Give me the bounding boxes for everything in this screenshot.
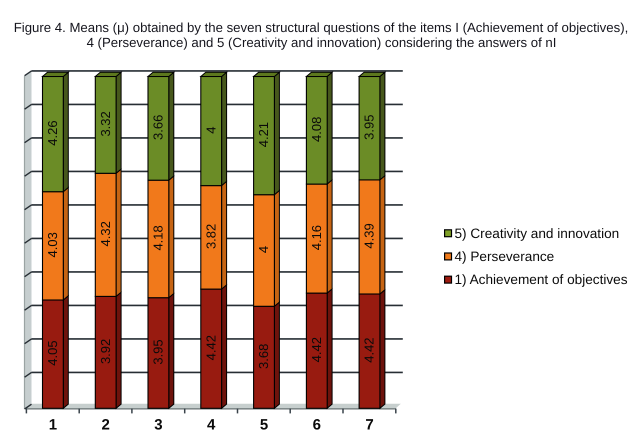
svg-text:7: 7 (365, 417, 373, 434)
svg-text:6: 6 (313, 417, 321, 434)
svg-text:4.08: 4.08 (309, 117, 324, 142)
svg-text:2: 2 (102, 417, 110, 434)
svg-text:4.42: 4.42 (203, 335, 218, 360)
svg-text:4.26: 4.26 (45, 120, 60, 145)
svg-text:4.03: 4.03 (45, 232, 60, 257)
svg-text:4 (Perseverance) and 5 (Creati: 4 (Perseverance) and 5 (Creativity and i… (87, 35, 557, 50)
svg-text:1) Achievement of objectives: 1) Achievement of objectives (455, 272, 628, 287)
svg-text:5) Creativity and innovation: 5) Creativity and innovation (455, 226, 620, 241)
svg-text:3.95: 3.95 (151, 339, 166, 364)
svg-text:3.66: 3.66 (151, 115, 166, 140)
svg-text:Figure 4. Means (μ) obtained b: Figure 4. Means (μ) obtained by the seve… (14, 20, 629, 35)
svg-text:4.05: 4.05 (45, 340, 60, 365)
svg-text:3.68: 3.68 (256, 344, 271, 369)
svg-text:3.82: 3.82 (203, 224, 218, 249)
svg-text:1: 1 (49, 417, 57, 434)
svg-text:3.95: 3.95 (362, 115, 377, 140)
svg-text:4.42: 4.42 (309, 337, 324, 362)
svg-text:3.32: 3.32 (98, 111, 113, 136)
svg-text:4.16: 4.16 (309, 225, 324, 250)
svg-text:5: 5 (260, 417, 268, 434)
svg-text:4: 4 (256, 246, 271, 253)
svg-text:3.92: 3.92 (98, 339, 113, 364)
svg-text:4: 4 (203, 126, 218, 133)
svg-text:4.32: 4.32 (98, 221, 113, 246)
svg-text:4) Perseverance: 4) Perseverance (455, 249, 555, 264)
svg-text:4.21: 4.21 (256, 122, 271, 147)
svg-text:4.18: 4.18 (151, 225, 166, 250)
svg-text:4.42: 4.42 (362, 337, 377, 362)
svg-text:3: 3 (154, 417, 162, 434)
svg-text:4.39: 4.39 (362, 223, 377, 248)
svg-text:4: 4 (207, 417, 216, 434)
